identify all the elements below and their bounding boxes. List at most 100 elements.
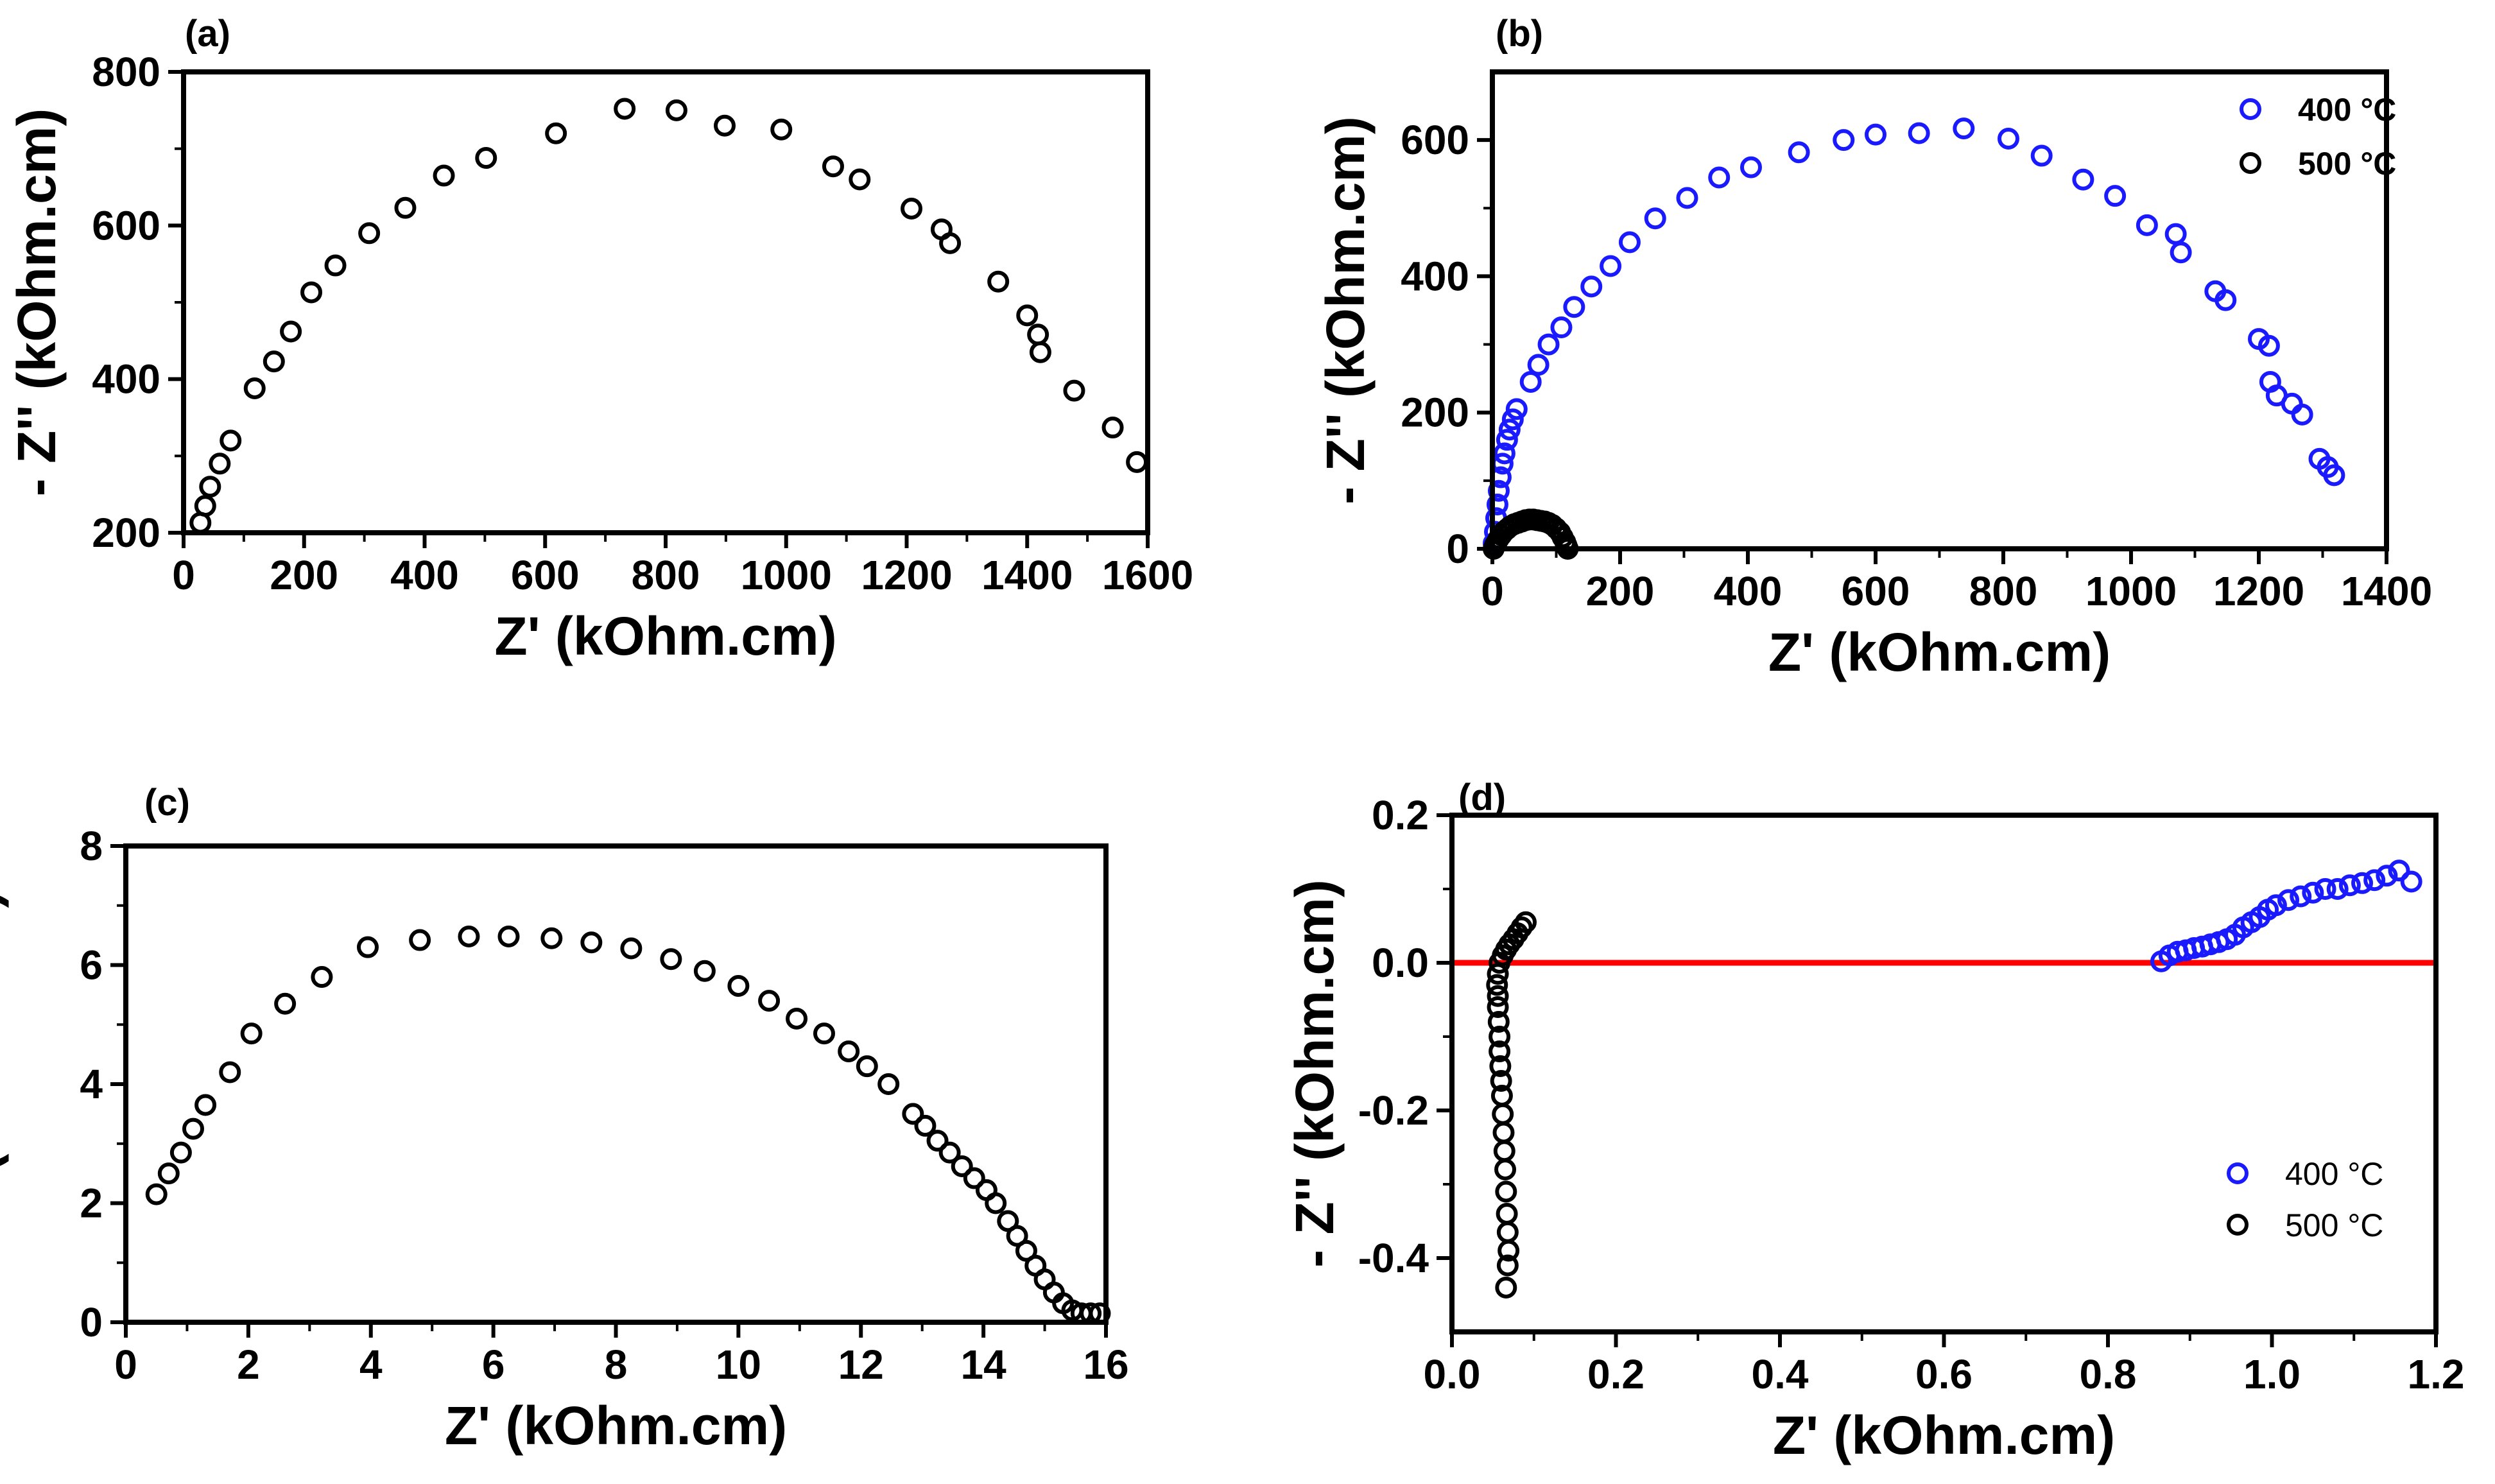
data-point xyxy=(1496,429,1518,451)
data-point xyxy=(1501,408,1524,431)
y-tick-label: 8 xyxy=(80,823,103,869)
data-point xyxy=(356,936,379,958)
data-point xyxy=(2258,334,2280,357)
data-point xyxy=(497,925,520,947)
x-tick-label: 600 xyxy=(511,552,580,598)
data-point xyxy=(1495,1277,1517,1298)
x-tick-label: 1200 xyxy=(861,552,952,598)
legend-label: 400 °C xyxy=(2285,1156,2383,1192)
y-tick-label: 4 xyxy=(80,1061,103,1107)
data-point xyxy=(1676,187,1698,209)
data-point xyxy=(540,927,563,949)
panel-label: (a) xyxy=(185,13,230,55)
data-point xyxy=(1519,370,1542,393)
data-point xyxy=(243,377,266,400)
data-point xyxy=(219,1061,241,1083)
y-axis-title: - Z'' (kOhm.cm) xyxy=(0,890,9,1279)
data-point xyxy=(263,350,285,373)
data-point xyxy=(194,1094,217,1116)
x-tick-label: 0.4 xyxy=(1752,1351,1809,1397)
data-point xyxy=(145,1183,168,1205)
data-point xyxy=(963,1167,985,1189)
data-point xyxy=(580,931,603,954)
data-point xyxy=(939,232,962,254)
x-axis-title: Z' (kOhm.cm) xyxy=(1773,1405,2115,1465)
data-point xyxy=(1496,1254,1519,1277)
plot-frame xyxy=(181,69,1150,535)
data-point xyxy=(1865,123,1886,146)
plot-frame xyxy=(123,843,1109,1325)
data-point xyxy=(1101,417,1124,439)
data-point xyxy=(2104,185,2127,207)
data-point xyxy=(1027,324,1049,346)
data-point xyxy=(1487,1011,1510,1033)
data-point xyxy=(220,429,242,452)
data-point xyxy=(2265,894,2287,917)
panel-a: 0 200 400 600 800 1000 1200 1400 1600 200 400 600 80… xyxy=(6,13,1193,666)
data-point xyxy=(1016,304,1039,327)
panel-b: 0 200 400 600 800 1000 1200 1400 0 200 400 600 Z' (k… xyxy=(1315,13,2432,682)
data-point xyxy=(1015,1239,1037,1262)
y-tick-label: -0.2 xyxy=(1358,1087,1429,1134)
data-point xyxy=(838,1040,860,1062)
data-point xyxy=(1494,1159,1517,1180)
data-point xyxy=(458,925,480,947)
x-tick-label: 1400 xyxy=(981,552,1073,598)
data-point xyxy=(1492,1121,1515,1144)
panel-d: 0.0 0.2 0.4 0.6 0.8 1.0 1.2 -0.4 -0.2 0.0 0.2 Z' (k… xyxy=(1284,777,2464,1465)
data-point xyxy=(1492,1103,1514,1125)
y-tick-label: 6 xyxy=(80,942,103,988)
data-point xyxy=(394,196,417,219)
x-axis-title: Z' (kOhm.cm) xyxy=(1768,622,2111,682)
y-tick-label: 800 xyxy=(92,49,160,95)
data-point xyxy=(901,198,923,220)
data-point xyxy=(1514,911,1537,933)
y-tick-label: 600 xyxy=(1401,117,1469,163)
data-point xyxy=(2170,241,2192,264)
data-point xyxy=(2072,168,2094,191)
data-point xyxy=(786,1007,808,1030)
data-point xyxy=(324,254,347,277)
x-tick-label: 600 xyxy=(1842,568,1910,614)
data-point xyxy=(2214,289,2237,311)
data-point xyxy=(1498,418,1521,441)
data-point xyxy=(1493,442,1515,465)
legend-marker xyxy=(2227,1214,2249,1236)
data-point xyxy=(665,99,687,121)
data-point xyxy=(822,155,844,178)
x-tick-label: 10 xyxy=(716,1342,761,1388)
x-tick-label: 0 xyxy=(114,1342,137,1388)
data-point xyxy=(1006,1225,1028,1247)
data-point xyxy=(614,98,636,120)
data-point xyxy=(985,1192,1007,1214)
x-axis-title: Z' (kOhm.cm) xyxy=(445,1395,787,1456)
x-tick-label: 6 xyxy=(482,1342,505,1388)
data-point xyxy=(1495,1180,1517,1203)
data-point xyxy=(1740,156,1762,178)
data-point xyxy=(987,270,1010,293)
data-point xyxy=(1563,296,1585,318)
data-point xyxy=(693,960,716,982)
data-point xyxy=(813,1022,835,1045)
data-point xyxy=(157,1162,180,1185)
data-point xyxy=(1496,1221,1519,1243)
y-tick-label: 0 xyxy=(80,1299,103,1345)
data-point xyxy=(856,1055,878,1078)
data-point xyxy=(1487,985,1509,1007)
data-point xyxy=(1644,207,1666,230)
x-axis-title: Z' (kOhm.cm) xyxy=(494,606,836,666)
x-tick-label: 1400 xyxy=(2341,568,2432,614)
data-point xyxy=(758,990,781,1012)
data-point xyxy=(182,1117,204,1140)
data-point xyxy=(194,495,216,517)
data-point xyxy=(1908,122,1930,144)
series-400C xyxy=(2150,859,2422,972)
data-point xyxy=(1487,479,1510,502)
y-axis-title: - Z'' (kOhm.cm) xyxy=(1284,879,1345,1268)
data-point xyxy=(433,164,455,187)
legend-marker xyxy=(2240,98,2261,120)
data-point xyxy=(877,1073,900,1095)
data-point xyxy=(1126,451,1148,473)
legend-label: 400 °C xyxy=(2298,92,2396,128)
